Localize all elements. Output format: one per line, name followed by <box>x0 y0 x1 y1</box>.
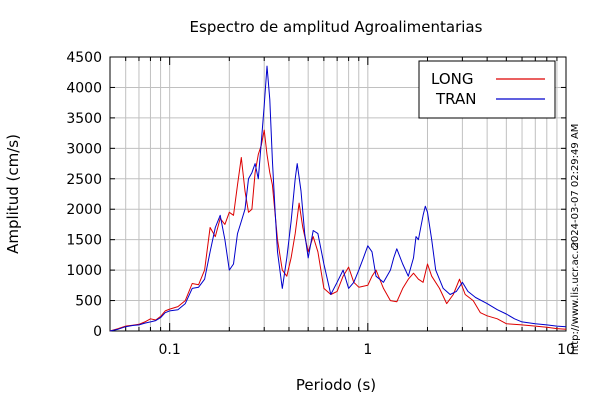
y-tick-label: 3000 <box>66 141 102 157</box>
series-lines <box>109 65 567 332</box>
y-tick-label: 1000 <box>66 263 102 279</box>
y-axis-ticks: 0 500 1000 1500 2000 2500 3000 3500 4000 4500 <box>66 50 566 340</box>
legend-box <box>418 60 556 119</box>
y-tick-label: 2000 <box>66 202 102 218</box>
legend-label-long: LONG <box>431 70 473 88</box>
timestamp-label: 2024-03-07 02:29:49 AM <box>570 124 581 249</box>
x-tick-label: 1 <box>363 342 372 358</box>
x-tick-label: 10 <box>557 342 575 358</box>
series-line-tran <box>109 65 567 332</box>
plot-area-frame <box>109 56 567 332</box>
legend-label-tran: TRAN <box>435 90 476 108</box>
x-tick-label: 0.1 <box>159 342 181 358</box>
legend: LONG TRAN <box>418 60 556 119</box>
y-tick-label: 2500 <box>66 172 102 188</box>
x-axis-label: Periodo (s) <box>296 376 376 394</box>
y-tick-label: 4500 <box>66 50 102 66</box>
series-line-long <box>109 129 567 332</box>
x-axis-ticks: 0.1 1 10 <box>109 57 575 358</box>
y-tick-label: 0 <box>93 324 102 340</box>
y-tick-label: 500 <box>75 294 102 310</box>
source-url-label: http://www.lis.ucr.ac.cr <box>570 240 581 355</box>
y-tick-label: 3500 <box>66 111 102 127</box>
chart-title: Espectro de amplitud Agroalimentarias <box>190 18 483 36</box>
y-tick-label: 1500 <box>66 233 102 249</box>
y-axis-label: Amplitud (cm/s) <box>4 134 22 254</box>
y-tick-label: 4000 <box>66 80 102 96</box>
